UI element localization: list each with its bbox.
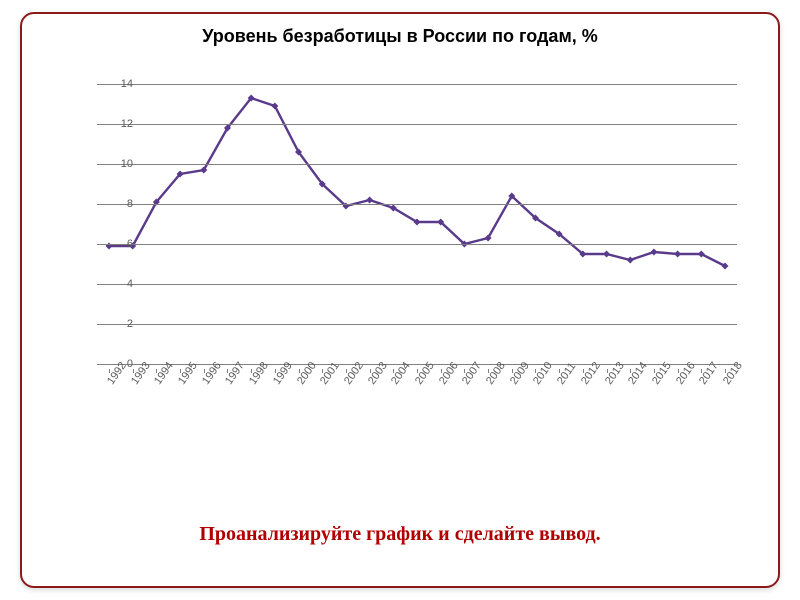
plot-area: 0246810121419921993199419951996199719981… bbox=[97, 84, 737, 364]
y-tick-label: 14 bbox=[101, 78, 133, 90]
y-tick-label: 8 bbox=[101, 198, 133, 210]
gridline bbox=[97, 324, 737, 325]
gridline bbox=[97, 244, 737, 245]
gridline bbox=[97, 284, 737, 285]
y-tick-label: 6 bbox=[101, 238, 133, 250]
gridline bbox=[97, 204, 737, 205]
chart-plot: 0246810121419921993199419951996199719981… bbox=[57, 64, 757, 444]
y-tick-label: 12 bbox=[101, 118, 133, 130]
gridline bbox=[97, 164, 737, 165]
data-marker bbox=[650, 249, 657, 256]
data-marker bbox=[627, 257, 634, 264]
chart-card: Уровень безработицы в России по годам, %… bbox=[20, 12, 780, 588]
data-marker bbox=[674, 251, 681, 258]
y-tick-label: 4 bbox=[101, 278, 133, 290]
data-marker bbox=[366, 197, 373, 204]
chart-title: Уровень безработицы в России по годам, % bbox=[22, 26, 778, 47]
line-series bbox=[97, 84, 737, 364]
y-tick-label: 2 bbox=[101, 318, 133, 330]
gridline bbox=[97, 84, 737, 85]
chart-caption: Проанализируйте график и сделайте вывод. bbox=[22, 523, 778, 546]
gridline bbox=[97, 124, 737, 125]
y-tick-label: 10 bbox=[101, 158, 133, 170]
data-marker bbox=[603, 251, 610, 258]
